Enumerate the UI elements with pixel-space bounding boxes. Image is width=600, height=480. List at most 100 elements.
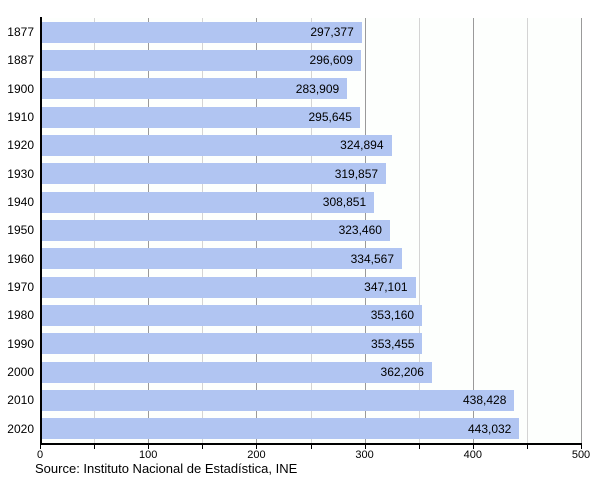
year-row-1960: 1960 [0,245,34,273]
year-label: 2000 [7,365,34,380]
y-axis-year-labels: 1877 1887 1900 1910 1920 1930 1940 1950 1960 1970… [0,18,34,443]
bar-row-1970: 347,101 [40,273,581,301]
x-axis-line [40,443,582,445]
bar-row-1960: 334,567 [40,245,581,273]
year-label: 1900 [7,81,34,96]
population-bar-1990: 353,455 [40,333,423,355]
x-tick-50 [94,445,96,449]
bar-row-1877: 297,377 [40,18,581,46]
bar-value-label: 308,851 [322,195,367,210]
year-row-1950: 1950 [0,216,34,244]
x-tick-250 [310,445,312,449]
bar-value-label: 347,101 [364,280,408,295]
population-bar-2000: 362,206 [40,361,432,383]
gridline-350 [418,18,420,443]
year-row-1900: 1900 [0,75,34,103]
x-tick-label-400: 400 [463,449,482,461]
year-label: 1877 [7,25,34,40]
x-tick-500 [581,445,582,449]
bar-row-2020: 443,032 [40,415,581,443]
bar-value-label: 353,160 [370,308,415,323]
x-tick-0 [40,445,41,449]
population-bar-1970: 347,101 [40,276,416,298]
x-tick-450 [526,445,528,449]
x-tick-label-500: 500 [571,449,591,461]
population-bar-1960: 334,567 [40,248,402,270]
bar-row-2000: 362,206 [40,358,581,386]
year-label: 1980 [7,308,34,323]
bar-value-label: 353,455 [371,336,415,351]
year-row-2000: 2000 [0,358,34,386]
x-tick-150 [202,445,204,449]
population-bar-1940: 308,851 [40,191,375,213]
year-label: 1960 [7,251,34,266]
bar-value-label: 297,377 [310,25,354,40]
population-bar-1887: 296,609 [40,49,361,71]
y-axis-line [40,17,42,445]
population-bar-2010: 438,428 [40,389,515,411]
population-bar-1877: 297,377 [40,21,362,43]
year-row-1910: 1910 [0,103,34,131]
x-tick-label-200: 200 [247,449,266,461]
year-label: 1940 [7,195,34,210]
bar-value-label: 283,909 [295,81,340,96]
year-label: 1990 [7,336,34,351]
year-label: 1920 [7,138,34,153]
bar-value-label: 296,609 [309,53,353,68]
year-row-1877: 1877 [0,18,34,46]
year-row-1887: 1887 [0,46,34,74]
bar-row-1910: 295,645 [40,103,581,131]
x-tick-200 [256,445,258,449]
year-row-1940: 1940 [0,188,34,216]
bar-value-label: 334,567 [350,251,394,266]
bar-row-1887: 296,609 [40,46,581,74]
bar-row-1930: 319,857 [40,160,581,188]
bar-value-label: 362,206 [380,365,424,380]
bar-row-1900: 283,909 [40,75,581,103]
year-label: 1887 [7,53,34,68]
bar-row-1940: 308,851 [40,188,581,216]
year-row-1980: 1980 [0,301,34,329]
gridline-400 [472,18,474,443]
source-caption: Source: Instituto Nacional de Estadístic… [35,461,298,476]
population-bar-1930: 319,857 [40,163,387,185]
year-row-2010: 2010 [0,386,34,414]
year-row-1920: 1920 [0,131,34,159]
gridline-500 [581,18,582,443]
population-bar-2020: 443,032 [40,418,520,440]
x-tick-400 [472,445,474,449]
x-tick-label-100: 100 [139,449,158,461]
gridline-450 [526,18,528,443]
year-row-1970: 1970 [0,273,34,301]
population-bar-1980: 353,160 [40,304,423,326]
bar-row-1950: 323,460 [40,216,581,244]
year-label: 2010 [7,393,34,408]
population-bar-1910: 295,645 [40,106,360,128]
bars-container: 297,377 296,609 283,909 295,645 324,894 319,8… [40,18,581,443]
year-row-1930: 1930 [0,160,34,188]
year-row-1990: 1990 [0,330,34,358]
x-tick-label-300: 300 [355,449,374,461]
x-tick-350 [418,445,420,449]
x-tick-300 [364,445,366,449]
bar-row-1920: 324,894 [40,131,581,159]
bar-value-label: 324,894 [340,138,384,153]
bar-row-1990: 353,455 [40,330,581,358]
bar-value-label: 295,645 [308,110,352,125]
year-label: 1950 [7,223,34,238]
bar-row-1980: 353,160 [40,301,581,329]
x-tick-label-0: 0 [36,449,44,461]
bar-value-label: 319,857 [334,166,379,181]
population-bar-1900: 283,909 [40,78,348,100]
population-bar-1950: 323,460 [40,219,390,241]
population-bar-1920: 324,894 [40,134,392,156]
bar-value-label: 323,460 [338,223,382,238]
year-row-2020: 2020 [0,415,34,443]
year-label: 1970 [7,280,34,295]
year-label: 1910 [7,110,34,125]
x-tick-100 [148,445,150,449]
bar-row-2010: 438,428 [40,386,581,414]
year-label: 2020 [7,421,34,436]
year-label: 1930 [7,166,34,181]
